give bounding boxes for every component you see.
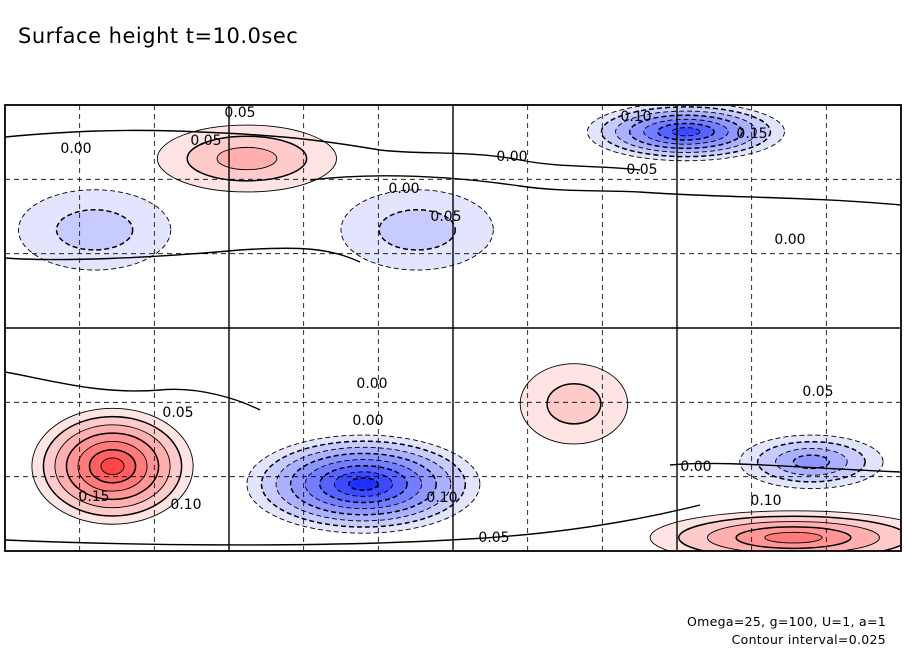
contour-line-center-right-1: [519, 363, 629, 445]
contour-band-upper-right-7: [671, 127, 701, 136]
contour-line-upper-right-7: [671, 127, 701, 137]
zero-contour-4: [669, 462, 901, 473]
zero-contour-2: [5, 247, 361, 263]
contour-band-upper-left-3: [217, 147, 277, 170]
contour-interval-note: Contour interval=0.025: [731, 632, 886, 647]
contour-line-lower-left-6: [88, 448, 137, 484]
contour-line-lower-left-7: [100, 457, 125, 475]
contour-band-lower-right-4: [793, 455, 830, 469]
contour-line-upper-right-2: [600, 106, 772, 158]
contour-line-lower-center-5: [304, 459, 423, 510]
contour-line-upper-right-5: [643, 118, 729, 145]
contour-line-lower-left-2: [42, 415, 183, 517]
zero-contour-0: [5, 129, 641, 171]
contour-line-upper-left-1: [156, 124, 337, 193]
contour-label: 0.15: [736, 126, 767, 142]
contour-line-lower-right-1: [739, 434, 884, 490]
contour-line-bottom-right-5: [764, 531, 823, 544]
contour-label: 0.05: [224, 105, 255, 121]
contour-line-lower-center-2: [260, 440, 467, 528]
contour-line-lower-center-3: [275, 446, 452, 522]
contour-label: 0.10: [750, 493, 781, 509]
zero-contour-5: [5, 504, 701, 546]
contour-band-upper-center-2: [379, 209, 456, 250]
contour-line-lower-left-5: [77, 440, 148, 492]
contour-line-bottom-right-1: [649, 510, 901, 551]
contour-label: 0.05: [626, 162, 657, 178]
contour-line-lower-center-4: [289, 452, 437, 516]
contour-line-lower-right-4: [792, 454, 831, 470]
contour-label: 0.10: [170, 497, 201, 513]
parameters-note: Omega=25, g=100, U=1, a=1: [687, 614, 886, 629]
contour-line-upper-center-2: [378, 209, 456, 251]
contour-line-upper-right-1: [586, 105, 785, 162]
contour-line-lower-center-6: [318, 464, 408, 504]
zero-contour-1: [309, 175, 901, 206]
contour-line-upper-right-6: [657, 122, 715, 141]
contour-label: 0.00: [352, 413, 383, 429]
contour-label: 0.10: [426, 490, 457, 506]
contour-label: 0.05: [162, 405, 193, 421]
contour-line-lower-right-3: [775, 447, 848, 476]
contour-line-upper-left-side-2: [55, 209, 134, 251]
contour-label: 0.05: [802, 384, 833, 400]
contour-band-lower-left-7: [101, 457, 125, 475]
contour-label: 0.00: [680, 459, 711, 475]
contour-label: 0.05: [478, 530, 509, 546]
contour-line-center-right-2: [546, 383, 602, 425]
contour-line-bottom-right-3: [707, 521, 880, 551]
chart-title: Surface height t=10.0sec: [18, 24, 299, 48]
contour-label: 0.05: [430, 209, 461, 225]
plot-frame: [4, 104, 902, 552]
contour-label: 0.00: [388, 181, 419, 197]
contour-label: 0.15: [78, 489, 109, 505]
contour-label: 0.00: [356, 376, 387, 392]
contour-line-upper-left-2: [186, 135, 308, 182]
contour-band-upper-left-side-2: [56, 209, 133, 250]
contour-band-lower-center-8: [348, 477, 378, 491]
contour-band-bottom-right-5: [764, 532, 823, 543]
contour-label: 0.10: [620, 109, 651, 125]
contour-line-lower-left-4: [65, 432, 160, 501]
contour-band-center-right-2: [547, 383, 601, 424]
contour-label: 0.00: [496, 149, 527, 165]
contour-line-upper-left-3: [216, 146, 278, 171]
zero-contour-3: [5, 371, 261, 411]
contour-line-lower-right-2: [756, 440, 866, 483]
contour-line-lower-left-3: [54, 424, 171, 509]
contour-line-bottom-right-2: [678, 515, 901, 551]
contour-line-upper-left-side-1: [17, 189, 172, 271]
contour-line-upper-center-1: [340, 189, 494, 271]
contour-line-upper-right-4: [628, 114, 744, 150]
contour-label: 0.00: [774, 232, 805, 248]
contour-line-upper-right-3: [615, 110, 757, 153]
contour-line-lower-left-1: [31, 407, 194, 525]
contour-label: 0.00: [60, 141, 91, 157]
contour-line-bottom-right-4: [735, 526, 852, 550]
contour-line-lower-center-7: [333, 471, 393, 497]
contour-label: 0.05: [190, 133, 221, 149]
